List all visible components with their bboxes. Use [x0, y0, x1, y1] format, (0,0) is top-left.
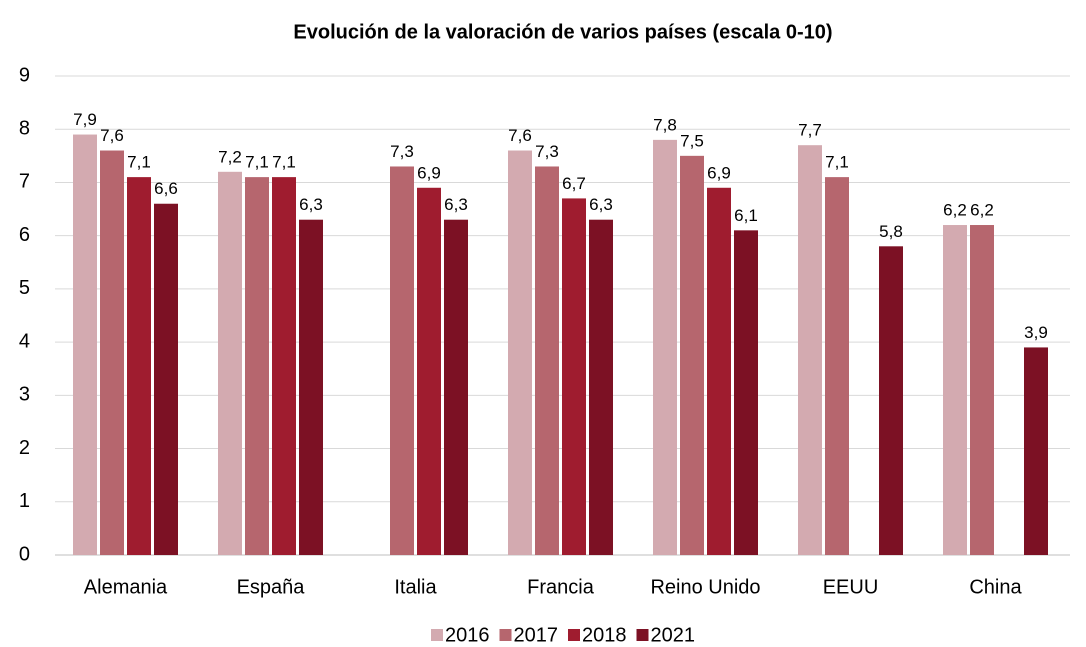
bar [680, 155, 704, 556]
value-label: 6,3 [299, 195, 323, 214]
y-tick-label: 5 [19, 277, 30, 299]
value-label: 6,9 [707, 163, 731, 182]
value-label: 7,9 [73, 110, 97, 129]
y-tick-label: 3 [19, 384, 30, 406]
bar [653, 139, 677, 555]
bar [589, 219, 613, 555]
bar [508, 150, 532, 555]
y-tick-label: 9 [19, 64, 30, 86]
x-tick-label: China [969, 576, 1022, 598]
bar [390, 166, 414, 555]
value-label: 7,8 [653, 115, 677, 134]
value-label: 6,2 [970, 201, 994, 220]
bar [100, 150, 124, 555]
value-label: 6,1 [734, 206, 758, 225]
bar [73, 134, 97, 556]
legend-label: 2018 [582, 624, 627, 646]
bar [417, 187, 441, 555]
bar [734, 230, 758, 555]
value-label: 7,3 [535, 142, 559, 161]
bar [272, 177, 296, 555]
y-tick-label: 7 [19, 171, 30, 193]
y-tick-label: 8 [19, 118, 30, 140]
value-label: 6,6 [154, 179, 178, 198]
legend-swatch [568, 629, 580, 641]
value-label: 6,3 [589, 195, 613, 214]
value-label: 7,6 [100, 126, 124, 145]
bar [562, 198, 586, 555]
legend-swatch [499, 629, 512, 641]
value-label: 7,1 [245, 153, 269, 172]
bar [825, 177, 849, 555]
value-label: 5,8 [879, 222, 903, 241]
bar [444, 219, 468, 555]
x-tick-label: Francia [527, 576, 595, 598]
value-label: 6,9 [417, 163, 441, 182]
x-tick-label: Italia [394, 576, 437, 598]
bar [154, 203, 178, 555]
legend-swatch [636, 629, 649, 641]
bar [707, 187, 731, 555]
value-label: 7,5 [680, 131, 704, 150]
legend-swatch [431, 629, 443, 641]
y-tick-label: 2 [19, 437, 30, 459]
value-label: 7,1 [825, 153, 849, 172]
y-tick-label: 6 [19, 224, 30, 246]
x-tick-label: EEUU [823, 576, 879, 598]
value-label: 7,2 [218, 147, 242, 166]
value-label: 7,6 [508, 126, 532, 145]
legend-label: 2021 [651, 624, 696, 646]
value-label: 7,1 [272, 153, 296, 172]
bar [245, 177, 269, 555]
bar [218, 171, 242, 556]
value-label: 6,7 [562, 174, 586, 193]
x-tick-label: Alemania [84, 576, 168, 598]
y-tick-label: 0 [19, 543, 30, 565]
bar [798, 145, 822, 555]
y-tick-label: 4 [19, 330, 30, 352]
legend-label: 2016 [445, 624, 490, 646]
bar [879, 246, 903, 556]
bar [1024, 347, 1048, 555]
legend-label: 2017 [514, 624, 559, 646]
bar [943, 225, 967, 555]
value-label: 3,9 [1024, 323, 1048, 342]
value-label: 7,7 [798, 121, 822, 140]
chart-title: Evolución de la valoración de varios paí… [293, 21, 832, 43]
bar [970, 225, 994, 555]
y-tick-label: 1 [19, 490, 30, 512]
bar [127, 177, 151, 555]
bar [535, 166, 559, 555]
value-label: 6,3 [444, 195, 468, 214]
value-label: 6,2 [943, 201, 967, 220]
x-tick-label: Reino Unido [650, 576, 760, 598]
bar [299, 219, 323, 555]
value-label: 7,3 [390, 142, 414, 161]
value-label: 7,1 [127, 153, 151, 172]
x-tick-label: España [237, 576, 306, 598]
